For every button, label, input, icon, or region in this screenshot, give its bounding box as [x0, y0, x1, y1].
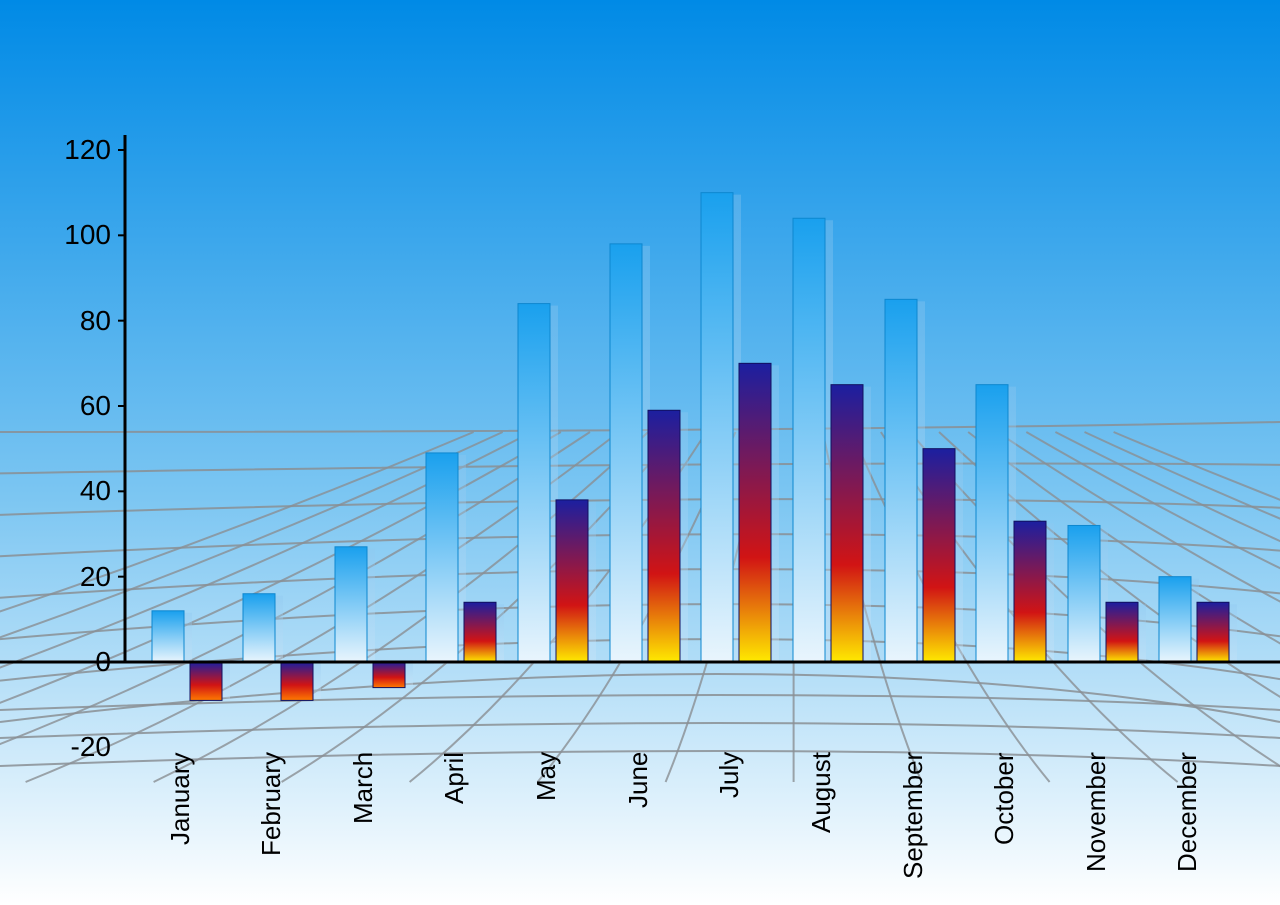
xlabel: August — [806, 752, 837, 833]
ytick-label: 120 — [0, 134, 111, 166]
xlabel: June — [623, 752, 654, 808]
xlabel: July — [714, 752, 745, 798]
ytick-label: 20 — [0, 561, 111, 593]
xlabel: February — [256, 752, 287, 856]
xlabel: September — [898, 752, 929, 879]
xlabel: March — [348, 752, 379, 824]
ytick-label: 40 — [0, 475, 111, 507]
xlabel: October — [989, 753, 1020, 846]
chart-stage: -20 0 20 40 60 80 100 120 January February March Ap… — [0, 0, 1280, 905]
xlabel: April — [439, 752, 470, 804]
ytick-label: 0 — [0, 646, 111, 678]
xlabel: May — [531, 752, 562, 801]
ytick-label: 100 — [0, 219, 111, 251]
ytick-label: 80 — [0, 305, 111, 337]
xlabel: January — [165, 753, 196, 846]
xlabel: December — [1172, 752, 1203, 872]
labels-layer: -20 0 20 40 60 80 100 120 January February March Ap… — [0, 0, 1280, 905]
xlabel: November — [1081, 752, 1112, 872]
ytick-label: 60 — [0, 390, 111, 422]
ytick-label: -20 — [0, 731, 111, 763]
